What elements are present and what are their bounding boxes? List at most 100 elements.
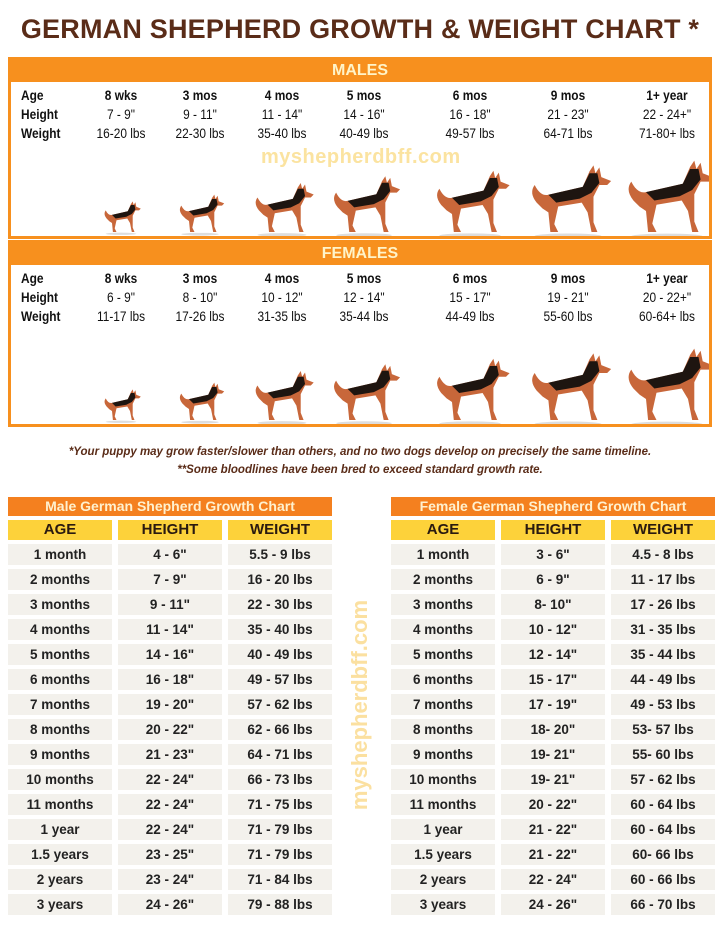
age: 9 mos xyxy=(550,87,586,103)
table-row: 6 months 16 - 18" 49 - 57 lbs xyxy=(8,669,332,690)
age: 8 wks xyxy=(104,87,138,103)
cell-weight: 64 - 71 lbs xyxy=(228,744,332,765)
cell-weight: 79 - 88 lbs xyxy=(228,894,332,915)
height: 19 - 21" xyxy=(547,289,589,305)
table-row: 1.5 years 23 - 25" 71 - 79 lbs xyxy=(8,844,332,865)
height: 22 - 24+" xyxy=(642,106,692,122)
height: 14 - 16" xyxy=(343,106,385,122)
table-row: 1 year 22 - 24" 71 - 79 lbs xyxy=(8,819,332,840)
cell-age: 11 months xyxy=(8,794,112,815)
female-growth-table: Female German Shepherd Growth Chart AGE H… xyxy=(391,497,715,915)
column-header-age: AGE xyxy=(8,520,112,540)
height: 10 - 12" xyxy=(261,289,303,305)
cell-weight: 62 - 66 lbs xyxy=(228,719,332,740)
cell-age: 1 year xyxy=(391,819,495,840)
cell-weight: 66 - 73 lbs xyxy=(228,769,332,790)
column-header-height: HEIGHT xyxy=(501,520,605,540)
cell-weight: 22 - 30 lbs xyxy=(228,594,332,615)
table-row: 1 month 3 - 6" 4.5 - 8 lbs xyxy=(391,544,715,565)
weight: 71-80+ lbs xyxy=(639,125,695,141)
cell-age: 3 months xyxy=(8,594,112,615)
cell-height: 22 - 24" xyxy=(118,769,222,790)
cell-weight: 17 - 26 lbs xyxy=(611,594,715,615)
age: 5 mos xyxy=(346,87,382,103)
table-row: 3 months 9 - 11" 22 - 30 lbs xyxy=(8,594,332,615)
table-row: 2 years 22 - 24" 60 - 66 lbs xyxy=(391,869,715,890)
weight: 22-30 lbs xyxy=(175,125,225,141)
column-header-weight: WEIGHT xyxy=(228,520,332,540)
page-title: GERMAN SHEPHERD GROWTH & WEIGHT CHART * xyxy=(20,14,700,44)
cell-age: 2 months xyxy=(391,569,495,590)
cell-height: 22 - 24" xyxy=(118,794,222,815)
row-label-age: Age xyxy=(21,87,44,103)
cell-weight: 31 - 35 lbs xyxy=(611,619,715,640)
german-shepherd-icon xyxy=(334,176,401,236)
age-column: 5 mos 14 - 16" 40-49 lbs xyxy=(326,86,403,143)
row-label-height: Height xyxy=(21,106,59,122)
column-header-height: HEIGHT xyxy=(118,520,222,540)
cell-age: 3 years xyxy=(8,894,112,915)
cell-weight: 66 - 70 lbs xyxy=(611,894,715,915)
weight: 64-71 lbs xyxy=(543,125,593,141)
table-row: 7 months 19 - 20" 57 - 62 lbs xyxy=(8,694,332,715)
cell-height: 19- 21" xyxy=(501,769,605,790)
females-panel: FEMALES Age Height Weight 8 wks 6 - 9" 11-17 … xyxy=(8,240,712,427)
cell-age: 2 years xyxy=(391,869,495,890)
german-shepherd-icon xyxy=(532,353,612,424)
cell-age: 6 months xyxy=(8,669,112,690)
weight: 55-60 lbs xyxy=(543,308,593,324)
german-shepherd-icon xyxy=(628,160,709,236)
row-label-weight: Weight xyxy=(21,125,61,141)
cell-weight: 55- 60 lbs xyxy=(611,744,715,765)
cell-weight: 49 - 53 lbs xyxy=(611,694,715,715)
cell-age: 8 months xyxy=(391,719,495,740)
table-row: 9 months 19- 21" 55- 60 lbs xyxy=(391,744,715,765)
table-row: 2 years 23 - 24" 71 - 84 lbs xyxy=(8,869,332,890)
age: 4 mos xyxy=(264,270,300,286)
age-column: 8 wks 7 - 9" 16-20 lbs xyxy=(83,86,160,143)
height: 11 - 14" xyxy=(261,106,303,122)
age-column: 9 mos 19 - 21" 55-60 lbs xyxy=(530,269,607,326)
cell-height: 3 - 6" xyxy=(501,544,605,565)
cell-weight: 57 - 62 lbs xyxy=(611,769,715,790)
age-column: 3 mos 9 - 11" 22-30 lbs xyxy=(162,86,239,143)
weight: 35-44 lbs xyxy=(339,308,389,324)
cell-height: 24 - 26" xyxy=(501,894,605,915)
cell-weight: 53- 57 lbs xyxy=(611,719,715,740)
cell-height: 9 - 11" xyxy=(118,594,222,615)
table-row: 2 months 6 - 9" 11 - 17 lbs xyxy=(391,569,715,590)
cell-height: 18- 20" xyxy=(501,719,605,740)
table-row: 11 months 22 - 24" 71 - 75 lbs xyxy=(8,794,332,815)
cell-age: 11 months xyxy=(391,794,495,815)
age: 8 wks xyxy=(104,270,138,286)
cell-height: 23 - 24" xyxy=(118,869,222,890)
age: 3 mos xyxy=(182,270,218,286)
cell-age: 6 months xyxy=(391,669,495,690)
cell-height: 11 - 14" xyxy=(118,619,222,640)
age: 6 mos xyxy=(452,87,488,103)
females-header: FEMALES xyxy=(11,243,709,265)
cell-height: 16 - 18" xyxy=(118,669,222,690)
weight: 17-26 lbs xyxy=(175,308,225,324)
age-column: 5 mos 12 - 14" 35-44 lbs xyxy=(326,269,403,326)
column-header-age: AGE xyxy=(391,520,495,540)
cell-height: 21 - 22" xyxy=(501,819,605,840)
weight: 60-64+ lbs xyxy=(639,308,695,324)
table-row: 2 months 7 - 9" 16 - 20 lbs xyxy=(8,569,332,590)
german-shepherd-icon xyxy=(437,170,510,236)
cell-age: 2 months xyxy=(8,569,112,590)
table-row: 4 months 11 - 14" 35 - 40 lbs xyxy=(8,619,332,640)
cell-height: 12 - 14" xyxy=(501,644,605,665)
german-shepherd-icon xyxy=(437,358,510,424)
age: 4 mos xyxy=(264,87,300,103)
footnote-1: *Your puppy may grow faster/slower than … xyxy=(68,446,652,458)
height: 9 - 11" xyxy=(183,106,217,122)
table-row: 10 months 19- 21" 57 - 62 lbs xyxy=(391,769,715,790)
column-headers: AGE HEIGHT WEIGHT xyxy=(391,520,715,540)
row-label-height: Height xyxy=(21,289,59,305)
age: 9 mos xyxy=(550,270,586,286)
cell-weight: 11 - 17 lbs xyxy=(611,569,715,590)
table-row: 8 months 20 - 22" 62 - 66 lbs xyxy=(8,719,332,740)
cell-weight: 71 - 75 lbs xyxy=(228,794,332,815)
german-shepherd-icon xyxy=(179,382,225,424)
